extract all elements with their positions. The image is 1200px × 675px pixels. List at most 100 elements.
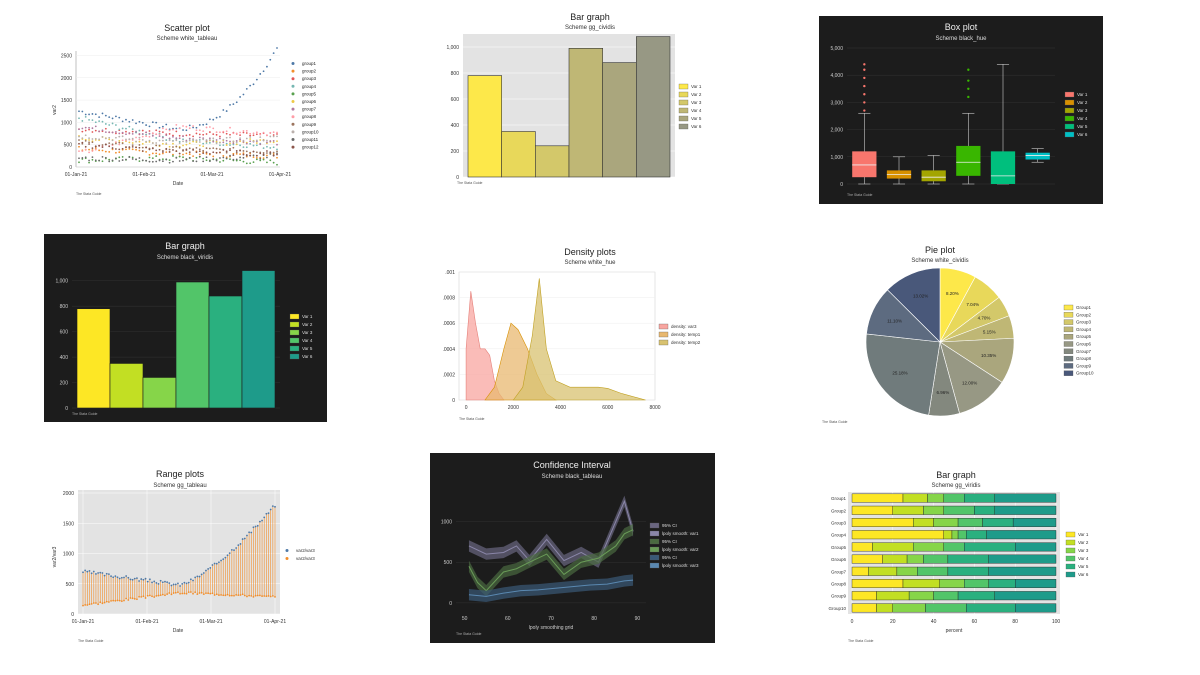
range-point-var2: [118, 577, 121, 580]
scatter-point: [262, 131, 265, 134]
scatter-point: [84, 113, 87, 116]
legend-group-label: group1: [302, 61, 317, 66]
footnote: The Stata Guide: [848, 639, 874, 643]
scatter-point: [178, 146, 181, 149]
scatter-point: [182, 138, 184, 141]
scatter-point: [242, 160, 245, 163]
range-point-var2: [110, 575, 112, 578]
scatter-point: [111, 122, 114, 125]
legend-group-key: [1063, 312, 1074, 318]
category-label: Group1: [831, 496, 847, 501]
scatter-point: [84, 129, 87, 132]
range-point-var3: [239, 594, 242, 596]
range-point-var2: [144, 577, 147, 580]
scatter-point: [101, 160, 104, 163]
scatter-point: [188, 151, 191, 154]
scatter-point: [188, 153, 191, 156]
scatter-point: [276, 131, 278, 134]
y-axis-tick-label: 0: [456, 175, 459, 181]
y-axis-tick-label: 0: [449, 601, 452, 607]
scatter-point: [202, 157, 205, 160]
scatter-point: [185, 143, 188, 146]
scatter-point: [101, 144, 104, 146]
legend-var-label: Var 4: [1077, 116, 1088, 121]
legend-group-key: [1063, 348, 1074, 354]
range-point-var2: [269, 508, 272, 511]
range-point-var3: [274, 595, 276, 598]
legend-series-key: [649, 554, 660, 561]
scatter-point: [115, 124, 117, 126]
scatter-point: [131, 156, 134, 159]
legend-var-label: Var 5: [691, 116, 702, 121]
legend-var-label: Var 2: [302, 322, 313, 327]
bar-graph-cividis-chart: Bar graph Scheme gg_cividis 0 200 400 600 800 1…: [446, 12, 702, 185]
legend-var-key: [678, 83, 689, 90]
scatter-point: [145, 146, 148, 149]
range-point-var3: [241, 593, 244, 596]
scatter-point: [205, 152, 208, 155]
range-point-var3: [185, 592, 188, 595]
x-axis-tick-label: 8000: [649, 405, 660, 411]
scatter-point: [249, 136, 252, 138]
range-point-var3: [224, 594, 227, 597]
y-axis-tick-label: 0.0002: [443, 372, 455, 378]
scatter-point: [108, 142, 111, 145]
scatter-point: [208, 160, 211, 163]
scatter-point: [276, 47, 278, 49]
range-point-var2: [168, 582, 171, 585]
scatter-point: [269, 58, 272, 61]
scatter-point: [205, 126, 208, 129]
box-plot-panel: Box plot Scheme black_hue 0 1,000 2,000 3,000…: [819, 16, 1103, 204]
stacked-segment: [917, 566, 949, 576]
scatter-point: [175, 127, 178, 130]
scatter-point: [229, 136, 231, 139]
scatter-point: [138, 136, 141, 139]
range-point-var3: [138, 595, 140, 598]
scatter-point: [104, 150, 107, 153]
scatter-point: [135, 158, 137, 161]
stacked-segment: [963, 579, 989, 588]
scatter-point: [111, 117, 114, 120]
scatter-point: [168, 161, 171, 164]
range-point-var2: [138, 580, 140, 582]
scatter-point: [276, 133, 278, 135]
scatter-point: [141, 135, 144, 138]
range-point-var3: [92, 602, 95, 604]
scatter-point: [229, 154, 231, 157]
scatter-point: [94, 145, 97, 148]
scatter-point: [88, 113, 90, 116]
scatter-point: [212, 140, 215, 143]
scatter-point: [276, 153, 278, 156]
scatter-point: [192, 135, 195, 138]
scatter-point: [78, 135, 80, 138]
scatter-point: [88, 139, 90, 141]
scatter-point: [131, 139, 134, 141]
scatter-point: [195, 156, 198, 159]
scatter-point: [225, 110, 228, 112]
scatter-point: [232, 158, 235, 161]
range-point-var2: [120, 576, 123, 579]
scatter-point: [222, 156, 225, 159]
scatter-point: [182, 135, 184, 138]
scatter-point: [81, 137, 84, 140]
scatter-point: [141, 142, 144, 145]
scatter-point: [88, 128, 90, 131]
scatter-point: [121, 127, 124, 130]
x-axis-tick-label: 100: [1052, 619, 1061, 625]
range-point-var3: [101, 602, 104, 605]
scatter-point: [81, 130, 84, 133]
chart-title: Bar graph: [936, 470, 976, 480]
legend-group-label: group8: [302, 114, 317, 119]
stacked-segment: [933, 518, 959, 527]
y-axis-tick-label: 200: [60, 381, 69, 387]
stacked-segment: [963, 542, 1016, 552]
scatter-point: [272, 151, 275, 154]
scatter-point: [185, 158, 188, 160]
scatter-point: [84, 139, 87, 142]
scatter-point: [215, 159, 218, 162]
scatter-point: [98, 138, 101, 141]
scatter-point: [131, 158, 134, 160]
chart-title: Bar graph: [570, 12, 610, 22]
scatter-point: [205, 159, 208, 162]
